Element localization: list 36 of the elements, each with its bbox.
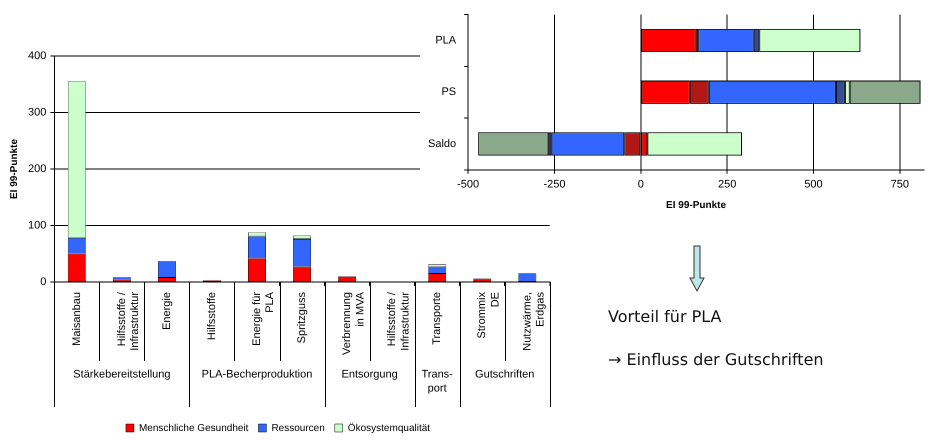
x-tick-label: Hilfsstoffe: [206, 292, 218, 340]
y-tick-label: 200: [28, 163, 46, 176]
x-tick-label: 250: [718, 178, 736, 190]
y-tick-label: 300: [28, 106, 46, 119]
legend-label: Ökosystemqualität: [348, 422, 430, 434]
x-tick-label: Hilfsstoffe / Infrastruktur: [116, 291, 142, 351]
text: Trans- port: [421, 368, 454, 395]
y-tick-label: 0: [40, 276, 46, 288]
x-tick-label: -250: [543, 178, 566, 190]
x-tick-label: Nutzwärme, Erdgas: [521, 292, 546, 351]
x-axis-title: EI 99-Punkte: [666, 200, 727, 211]
text: PLA-Becherproduktion: [202, 368, 312, 381]
text: Vorteil für PLA: [608, 307, 722, 326]
y-tick-label: PS: [441, 86, 456, 98]
x-tick-label: 0: [638, 178, 644, 190]
y-tick-label: 100: [28, 220, 46, 232]
legend-label: Menschliche Gesundheit: [138, 422, 249, 434]
x-tick-label: Verbrennung in MVA: [341, 291, 366, 355]
x-tick-label: Energie für PLA: [251, 291, 276, 346]
y-axis-title: EI 99-Punkte: [8, 138, 20, 200]
y-tick-label: PLA: [435, 34, 457, 46]
text: → Einfluss der Gutschriften: [608, 350, 824, 369]
x-tick-label: Maisanbau: [70, 292, 83, 346]
y-tick-label: Saldo: [428, 138, 456, 150]
x-tick-label: Strommix DE: [476, 292, 502, 338]
text: Entsorgung: [341, 368, 398, 381]
y-tick-label: 400: [28, 50, 46, 62]
x-tick-label: Transporte: [431, 292, 444, 345]
x-tick-label: -500: [457, 178, 480, 190]
x-tick-label: Energie: [160, 292, 173, 330]
legend-label: Ressourcen: [271, 422, 325, 434]
text: Stärkebereitstellung: [73, 368, 171, 381]
text: Gutschriften: [475, 368, 534, 381]
x-tick-label: Spritzguss: [296, 292, 308, 344]
x-tick-label: 500: [804, 178, 823, 190]
x-tick-label: 750: [890, 178, 910, 190]
